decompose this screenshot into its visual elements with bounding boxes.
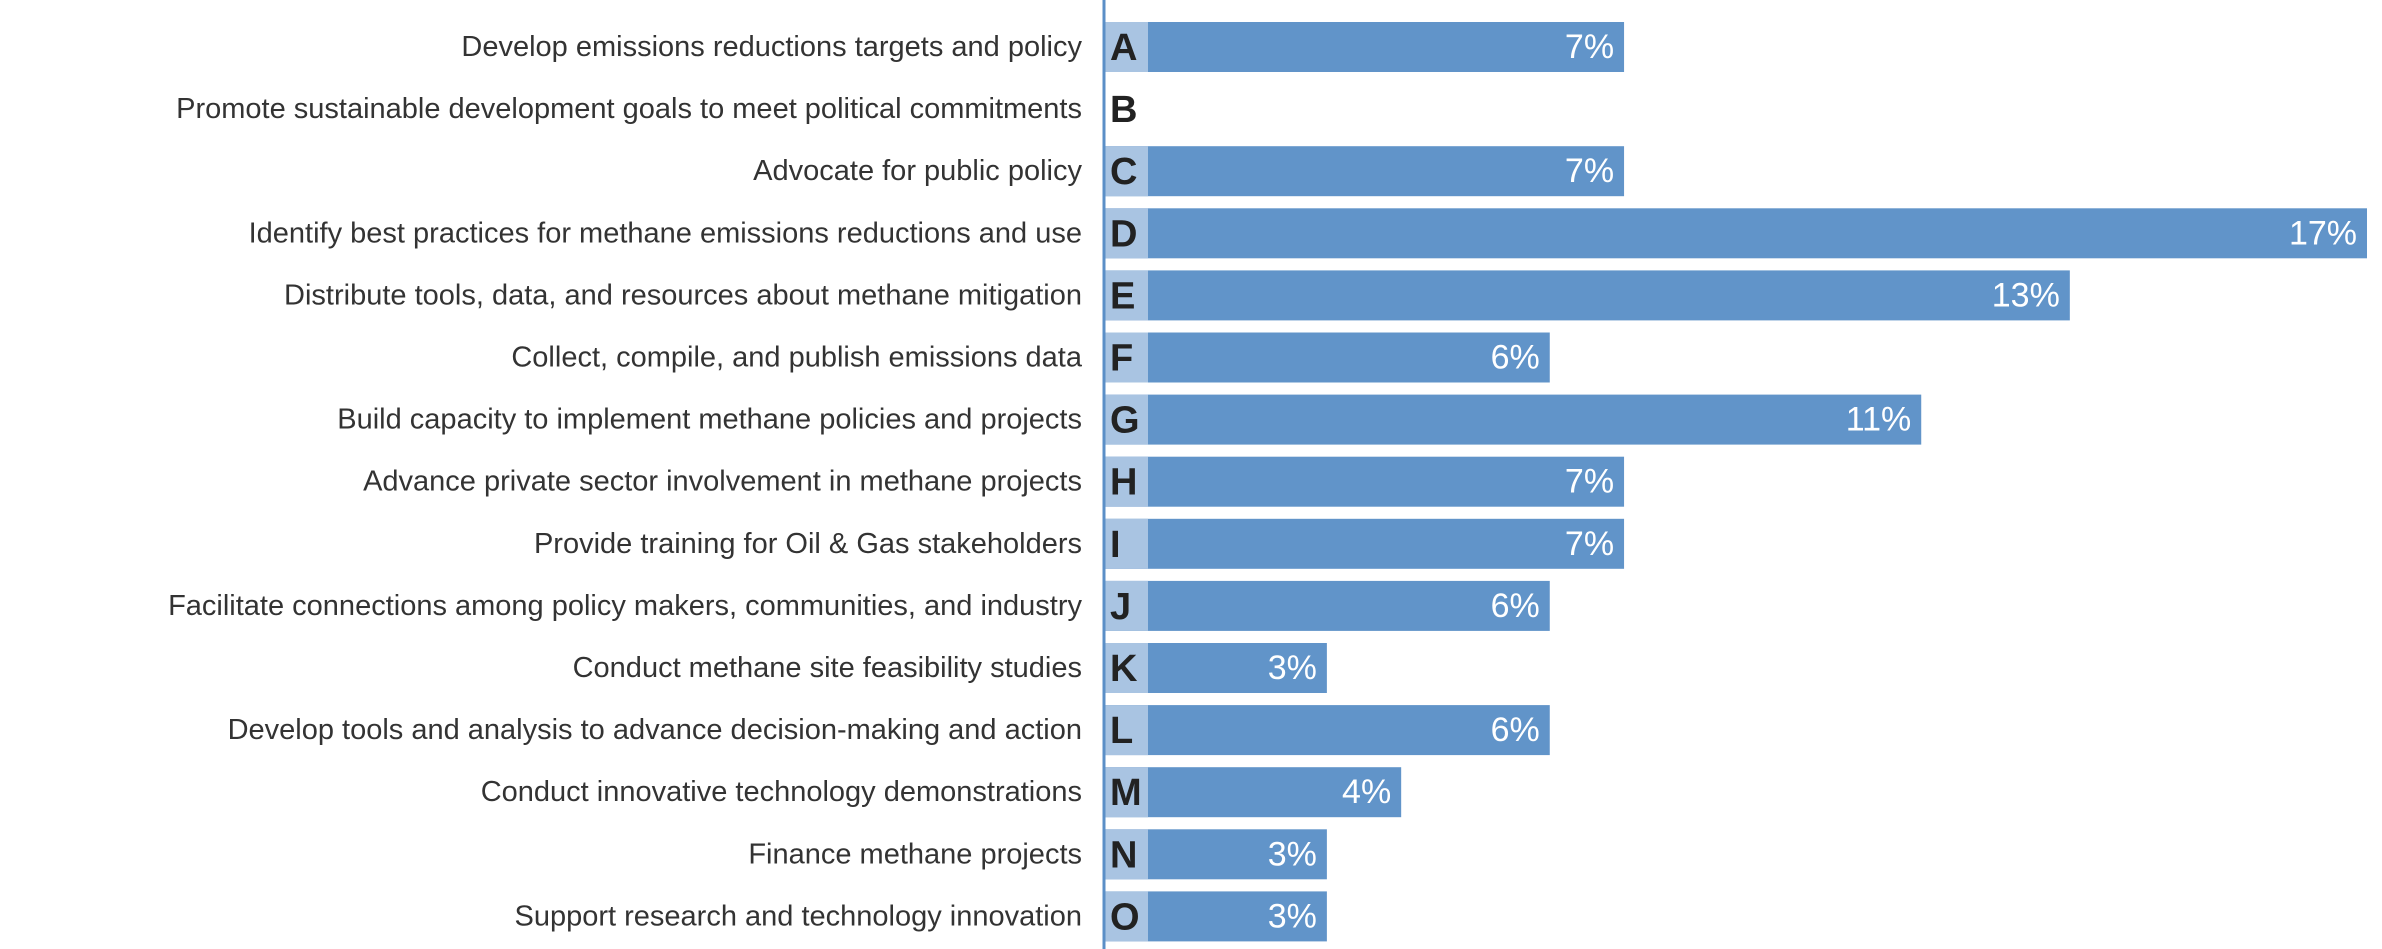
value-label: 3% [1268,835,1317,873]
letter-box [1104,767,1148,818]
letter: B [1110,89,1137,131]
category-label: Collect, compile, and publish emissions … [511,342,1082,374]
value-label: 3% [1268,649,1317,687]
value-label: 6% [1491,711,1540,749]
bar [1104,22,1625,72]
bar [1104,332,1550,383]
letter-box [1104,580,1148,631]
category-label: Develop emissions reductions targets and… [461,31,1082,63]
category-label: Facilitate connections among policy make… [168,590,1082,622]
letter: K [1110,648,1138,690]
letter: I [1110,524,1121,566]
value-label: 6% [1491,339,1540,377]
letter-box [1104,643,1148,693]
bar [1104,208,2367,259]
letter-box [1104,829,1148,880]
letter-box [1104,146,1148,197]
category-label: Develop tools and analysis to advance de… [228,714,1082,746]
category-label: Distribute tools, data, and resources ab… [284,279,1082,311]
bar [1104,518,1625,569]
value-label: 13% [1992,276,2060,314]
value-label: 7% [1565,525,1614,563]
letter: E [1110,275,1135,317]
category-label: Finance methane projects [748,838,1082,870]
value-label: 4% [1342,773,1391,811]
bar [1104,270,2070,321]
letter: J [1110,586,1131,628]
letter-box [1104,394,1148,445]
letter: O [1110,896,1140,938]
letter-box [1104,518,1148,569]
value-label: 3% [1268,897,1317,935]
bar [1104,767,1402,818]
category-label: Support research and technology innovati… [515,900,1083,932]
letter: F [1110,338,1133,380]
category-label: Advance private sector involvement in me… [363,466,1082,498]
category-label: Conduct methane site feasibility studies [573,652,1082,684]
bar [1104,394,1922,445]
letter: G [1110,400,1140,442]
letter: L [1110,710,1133,752]
value-label: 11% [1846,401,1912,439]
letter-box [1104,705,1148,756]
value-label: 7% [1565,28,1614,66]
value-label: 6% [1491,587,1540,625]
letter: H [1110,462,1137,504]
category-label: Promote sustainable development goals to… [176,93,1082,125]
letter: N [1110,834,1137,876]
category-label: Conduct innovative technology demonstrat… [481,776,1082,808]
bar [1104,705,1550,756]
bar [1104,456,1625,507]
bar [1104,146,1625,197]
bar [1104,580,1550,631]
value-label: 17% [2289,214,2357,252]
letter-box [1104,891,1148,942]
letter: C [1110,151,1137,193]
value-label: 7% [1565,463,1614,501]
category-label: Advocate for public policy [753,155,1082,187]
letter: D [1110,213,1137,255]
letter: A [1110,27,1137,69]
category-label: Provide training for Oil & Gas stakehold… [534,528,1082,560]
letter-box [1104,270,1148,321]
letter-box [1104,208,1148,259]
letter-box [1104,332,1148,383]
category-label: Build capacity to implement methane poli… [337,404,1082,436]
letter-box [1104,22,1148,72]
category-label: Identify best practices for methane emis… [249,217,1082,249]
value-label: 7% [1565,152,1614,190]
letter: M [1110,772,1142,814]
letter-box [1104,456,1148,507]
